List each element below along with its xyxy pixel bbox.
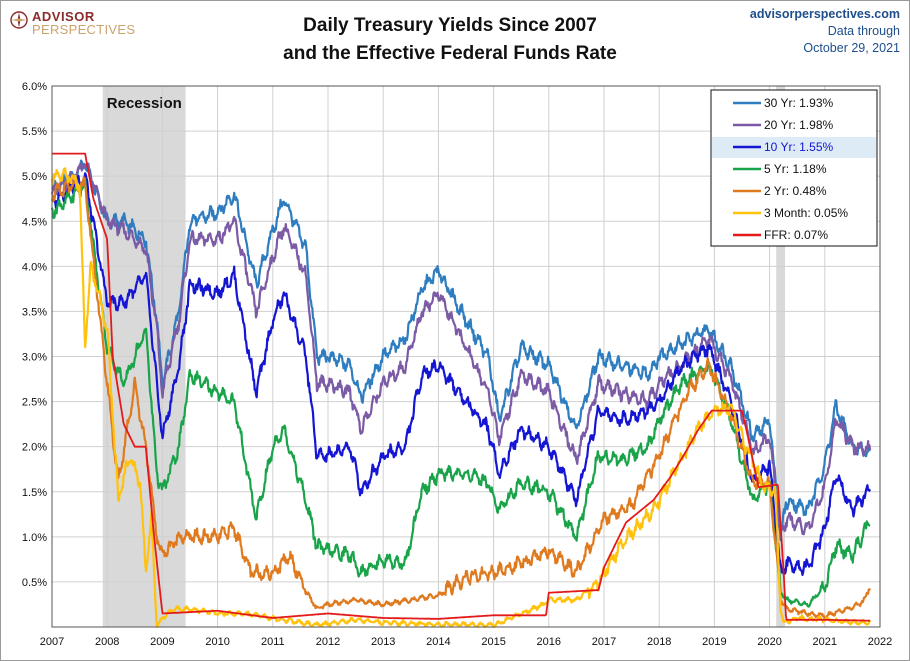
x-tick-2017: 2017 (592, 636, 616, 648)
y-tick-10: 1.0% (22, 532, 47, 544)
y-tick-5: 3.5% (22, 306, 47, 318)
x-tick-2015: 2015 (481, 636, 505, 648)
x-tick-2016: 2016 (537, 636, 561, 648)
y-tick-3: 4.5% (22, 216, 47, 228)
series-line-5-yr (50, 177, 871, 608)
x-tick-2018: 2018 (647, 636, 671, 648)
recession-label: Recession (107, 95, 182, 112)
legend-label-1: 20 Yr: 1.98% (764, 118, 833, 132)
y-tick-2: 5.0% (22, 171, 47, 183)
legend-label-2: 10 Yr: 1.55% (764, 140, 833, 154)
x-tick-2020: 2020 (757, 636, 781, 648)
source-data-through: Data through (827, 24, 900, 38)
brand-logo: ADVISOR PERSPECTIVES (8, 7, 138, 39)
source-block: advisorperspectives.com Data through Oct… (640, 6, 900, 57)
series-line-20-yr (50, 162, 872, 536)
legend-label-3: 5 Yr: 1.18% (764, 162, 827, 176)
x-tick-2011: 2011 (261, 636, 285, 648)
series-lines (50, 152, 872, 629)
legend: 30 Yr: 1.93% 20 Yr: 1.98% 10 Yr: 1.55% 5 Yr… (710, 89, 878, 247)
series-line-ffr (51, 152, 871, 622)
y-tick-7: 2.5% (22, 397, 47, 409)
title-line2: and the Effective Federal Funds Rate (283, 43, 617, 64)
title-line1: Daily Treasury Yields Since 2007 (303, 15, 597, 36)
x-tick-2022: 2022 (868, 636, 892, 648)
x-tick-2014: 2014 (426, 636, 450, 648)
chart-title: Daily Treasury Yields Since 2007 and the… (190, 12, 710, 68)
x-tick-2009: 2009 (150, 636, 174, 648)
y-tick-9: 1.5% (22, 487, 47, 499)
x-tick-2010: 2010 (205, 636, 229, 648)
legend-label-0: 30 Yr: 1.93% (764, 96, 833, 110)
y-tick-11: 0.5% (22, 577, 47, 589)
legend-highlight (712, 137, 876, 158)
series-line-2-yr (50, 176, 872, 620)
axes: 2007 2008 2009 2010 2011 2012 2013 2014 2015 2016… (22, 81, 892, 648)
x-tick-2013: 2013 (371, 636, 395, 648)
plot-border (51, 85, 881, 628)
x-tick-2008: 2008 (95, 636, 119, 648)
logo-line1: ADVISOR (32, 9, 95, 24)
y-tick-1: 5.5% (22, 126, 47, 138)
y-tick-8: 2.0% (22, 442, 47, 454)
source-site: advisorperspectives.com (749, 7, 900, 21)
series-line-30-yr (51, 159, 871, 542)
source-date: October 29, 2021 (803, 41, 900, 55)
legend-label-6: FFR: 0.07% (764, 228, 828, 242)
x-tick-2007: 2007 (40, 636, 64, 648)
y-tick-0: 6.0% (22, 81, 47, 93)
y-tick-4: 4.0% (22, 261, 47, 273)
logo-line2: PERSPECTIVES (32, 22, 136, 37)
x-tick-2012: 2012 (316, 636, 340, 648)
x-tick-2019: 2019 (702, 636, 726, 648)
y-tick-6: 3.0% (22, 352, 47, 364)
legend-label-5: 3 Month: 0.05% (764, 206, 848, 220)
compass-icon (10, 11, 28, 29)
series-line-3-month (50, 167, 872, 629)
legend-label-4: 2 Yr: 0.48% (764, 184, 827, 198)
x-tick-2021: 2021 (813, 636, 837, 648)
